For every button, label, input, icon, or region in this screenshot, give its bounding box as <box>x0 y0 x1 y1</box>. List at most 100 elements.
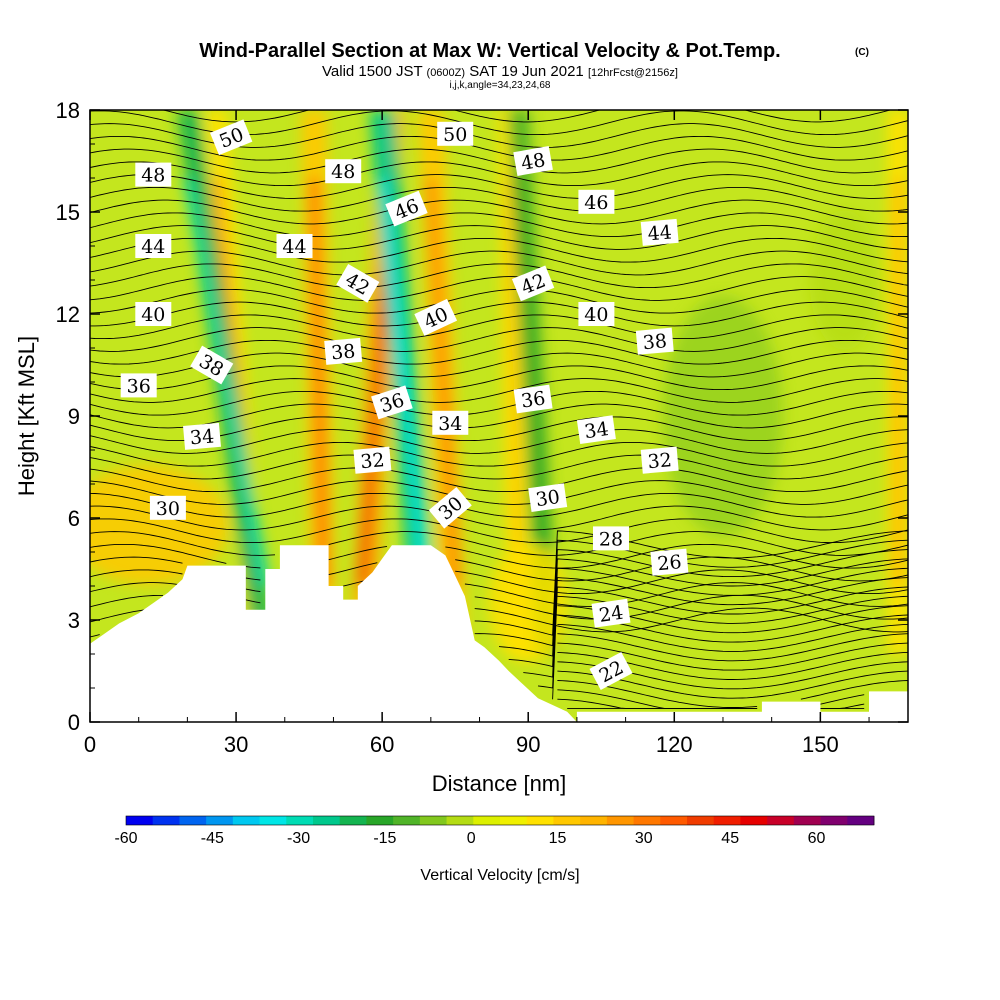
isentrope <box>90 594 908 620</box>
isentrope <box>90 518 908 544</box>
isentrope <box>90 556 908 582</box>
colorbar-swatch <box>820 816 848 825</box>
contour-label-text: 34 <box>189 425 215 449</box>
contour-label: 40 <box>578 302 615 326</box>
colorbar-tick-label: -45 <box>201 830 224 847</box>
contour-label-box <box>120 373 157 398</box>
velocity-cell-updraft <box>90 464 229 585</box>
colorbar-tick-label: 45 <box>721 830 739 847</box>
contour-label: 36 <box>513 384 553 414</box>
colorbar-swatch <box>206 816 234 825</box>
contour-label-box <box>183 422 221 450</box>
contour-label: 34 <box>576 415 616 444</box>
contour-label-box <box>513 384 553 414</box>
contour-label: 30 <box>149 495 186 520</box>
isentrope <box>90 492 908 518</box>
isentrope <box>90 199 908 225</box>
isentrope <box>90 454 908 480</box>
isentrope <box>498 549 908 657</box>
colorbar-swatch <box>366 816 394 825</box>
contour-label-box <box>336 264 380 303</box>
isentrope <box>90 301 908 327</box>
x-tick-label: 90 <box>516 732 540 757</box>
y-tick-label: 12 <box>56 302 80 327</box>
contour-label: 48 <box>325 159 362 184</box>
isentrope <box>90 186 908 212</box>
contour-label: 46 <box>578 189 615 214</box>
colorbar: -60 -45 -30 -15 0 15 30 45 60 <box>114 815 875 847</box>
y-tick-label: 3 <box>68 608 80 633</box>
colorbar-swatch <box>713 816 741 825</box>
isentrope <box>90 288 908 314</box>
contour-label-box <box>591 598 631 628</box>
contour-label-box <box>135 162 172 187</box>
contour-label-box <box>353 446 392 474</box>
colorbar-swatch <box>286 816 314 825</box>
isentrope <box>161 110 893 123</box>
contour-label-box <box>210 119 253 156</box>
contour-label: 44 <box>276 234 313 258</box>
isentrope <box>90 135 908 161</box>
y-axis-label: Height [Kft MSL] <box>14 336 39 496</box>
contour-label-box <box>589 651 633 691</box>
colorbar-swatch <box>419 816 447 825</box>
x-tick-label: 60 <box>370 732 394 757</box>
colorbar-swatch <box>393 816 421 825</box>
contour-label-text: 24 <box>598 602 625 627</box>
isentrope <box>90 543 908 569</box>
contour-label-text: 32 <box>647 449 673 473</box>
contour-label: 38 <box>635 327 674 355</box>
isentrope <box>90 569 908 595</box>
contour-label: 28 <box>593 526 629 551</box>
contour-label: 38 <box>324 337 363 365</box>
contour-label-box <box>432 410 469 435</box>
colorbar-swatch <box>553 816 581 825</box>
colorbar-swatch <box>339 816 367 825</box>
contour-label: 26 <box>650 548 689 576</box>
contour-label-box <box>640 446 679 474</box>
contour-label-text: 46 <box>584 192 608 214</box>
velocity-core-updraft <box>504 178 524 586</box>
contour-label-box <box>511 265 555 302</box>
potential-temperature-contours <box>90 110 908 709</box>
chart-subtitle: Valid 1500 JST (0600Z) SAT 19 Jun 2021 [… <box>322 63 678 80</box>
isentrope <box>90 429 908 454</box>
contour-label: 34 <box>183 422 221 450</box>
y-tick-label: 18 <box>56 98 80 123</box>
contour-label-text: 36 <box>127 375 151 397</box>
contour-label: 48 <box>135 162 172 187</box>
contour-label-box <box>428 487 472 529</box>
isentrope <box>90 276 908 301</box>
valid-time: Valid 1500 JST <box>322 63 422 80</box>
velocity-core-updraft <box>426 178 461 586</box>
isentrope <box>557 689 865 709</box>
isentrope <box>557 633 908 662</box>
y-tick-label: 9 <box>68 404 80 429</box>
contour-label-text: 30 <box>156 498 180 520</box>
contour-label: 30 <box>528 483 568 512</box>
velocity-core-updraft <box>309 178 330 586</box>
contour-label: 44 <box>135 234 172 258</box>
contour-label: 32 <box>353 446 392 474</box>
contour-label-box <box>528 483 568 512</box>
velocity-core-updraft <box>892 178 904 586</box>
contour-label-box <box>593 526 629 551</box>
isentrope <box>90 467 908 493</box>
colorbar-swatch <box>580 816 608 825</box>
colorbar-label: Vertical Velocity [cm/s] <box>420 867 579 884</box>
colorbar-swatch <box>446 816 474 825</box>
colorbar-swatch <box>232 816 260 825</box>
colorbar-swatch <box>259 816 287 825</box>
contour-label-text: 44 <box>282 236 306 258</box>
colorbar-swatch <box>526 816 554 825</box>
isentrope <box>474 539 908 647</box>
contour-label: 32 <box>640 446 679 474</box>
contour-label: 24 <box>591 598 631 628</box>
colorbar-tick-label: -60 <box>114 830 137 847</box>
contour-label: 48 <box>513 146 553 176</box>
colorbar-swatch <box>152 816 180 825</box>
contour-label-box <box>135 302 172 326</box>
contour-label-text: 32 <box>359 449 385 473</box>
isentrope <box>90 314 908 340</box>
